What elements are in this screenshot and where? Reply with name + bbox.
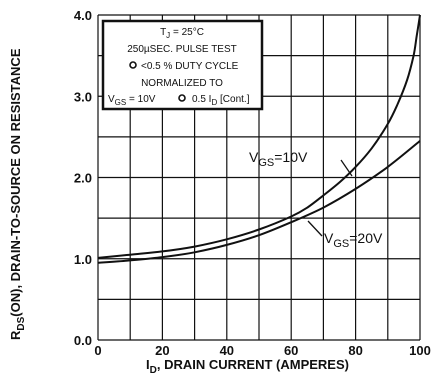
series-line-vgs-20v [97,140,421,264]
note-tj-sub: J [166,31,170,40]
x-tick-label: 60 [284,343,298,358]
note-tj: T [160,27,166,38]
y-tick-label: 2.0 [74,171,92,186]
note-line-2: 250µSEC. PULSE TEST [127,44,237,55]
x-tick-label: 40 [220,343,234,358]
leader-line-10v [340,159,353,177]
series-10v-v: V [249,149,259,165]
series-line-vgs-10v [97,14,421,259]
y-axis-label-symbol: R [8,330,23,340]
note-temp: = 25°C [170,27,204,38]
y-tick-label: 4.0 [74,8,92,23]
x-axis-label-symbol: I [146,357,150,372]
series-label-10v: VGS=10V [249,149,353,177]
tick-labels: 0 20 40 60 80 100 0.0 1.0 2.0 3.0 4.0 [74,8,431,358]
series-20v-value: =20V [349,230,383,246]
series-label-20v: VGS=20V [307,220,383,250]
y-axis-label-text: (ON), DRAIN-TO-SOURCE ON RESISTANCE [8,48,23,317]
conditions-note: TJ = 25°C 250µSEC. PULSE TEST <0.5 % DUT… [101,19,264,111]
note-cont: [Cont.] [217,94,249,105]
series-20v-v: V [324,230,334,246]
curves [97,14,421,264]
note-vgs: V [108,94,115,105]
series-label-20v-text: VGS=20V [324,230,383,250]
note-id-sub: D [211,98,217,107]
note-line-5a: VGS = 10V [108,94,156,107]
y-tick-label: 1.0 [74,252,92,267]
x-tick-label: 80 [348,343,362,358]
x-axis-label-text: , DRAIN CURRENT (AMPERES) [157,357,349,372]
y-tick-label: 0.0 [74,333,92,348]
series-20v-sub: GS [333,238,349,250]
note-vgs-sub: GS [115,98,127,107]
note-line-4: NORMALIZED TO [141,78,223,89]
note-id: 0.5 I [192,94,211,105]
x-tick-label: 0 [94,343,101,358]
leader-line-20v [307,220,323,237]
note-vgs-value: = 10V [126,94,156,105]
bullet-icon [129,61,137,69]
y-axis-label: RDS(ON), DRAIN-TO-SOURCE ON RESISTANCE [8,48,27,340]
note-line-5b: 0.5 ID [Cont.] [192,94,250,107]
bullet-icon [178,94,186,102]
series-10v-value: =10V [274,149,308,165]
series-10v-sub: GS [258,157,274,169]
note-line-3: <0.5 % DUTY CYCLE [141,61,239,72]
y-tick-label: 3.0 [74,89,92,104]
x-axis-label-subscript: D [150,365,157,376]
note-line-1: TJ = 25°C [160,27,204,40]
x-tick-label: 20 [155,343,169,358]
y-axis-label-subscript: DS [16,316,27,330]
x-axis-label: ID, DRAIN CURRENT (AMPERES) [146,357,349,376]
x-tick-label: 100 [409,343,431,358]
series-label-10v-text: VGS=10V [249,149,308,169]
